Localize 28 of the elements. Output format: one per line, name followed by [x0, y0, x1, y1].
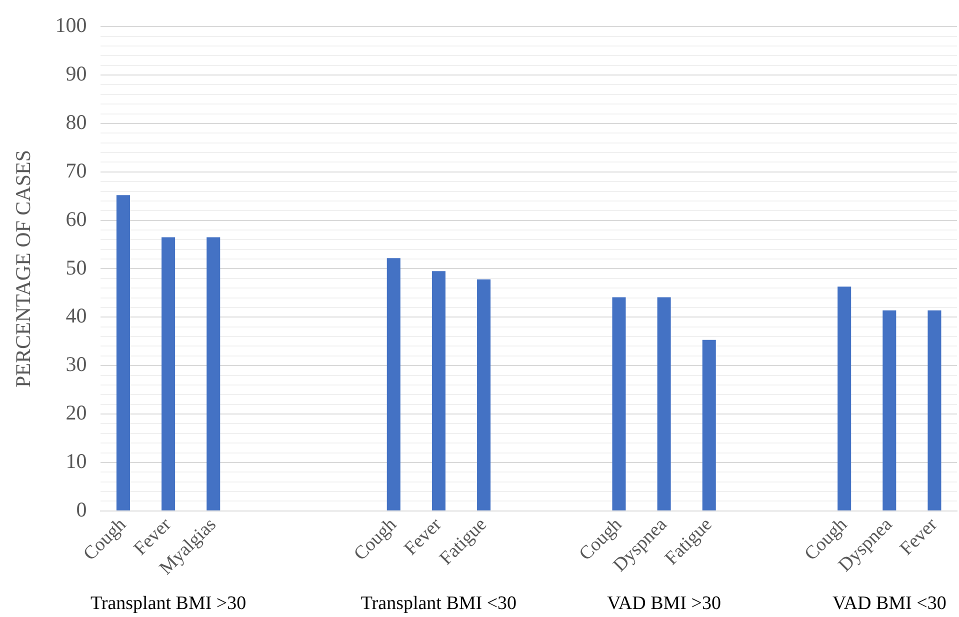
y-axis-title: PERCENTAGE OF CASES: [11, 150, 36, 388]
bar: [206, 237, 220, 510]
y-tick-label: 40: [66, 304, 87, 328]
bar: [612, 297, 626, 510]
y-tick-label: 10: [66, 448, 87, 473]
y-tick-label: 90: [66, 62, 87, 86]
text: VAD BMI >30: [607, 593, 721, 614]
bar: [116, 195, 130, 510]
y-tick-label: 30: [66, 352, 87, 376]
y-tick-label: 70: [66, 158, 87, 182]
bar: [432, 271, 446, 510]
text: Transplant BMI <30: [360, 593, 517, 614]
bar: [657, 297, 671, 510]
y-tick-label: 80: [66, 110, 87, 134]
bar: [882, 310, 896, 510]
y-tick-label: 100: [55, 13, 87, 38]
text: VAD BMI <30: [832, 593, 946, 614]
bar: [838, 286, 852, 510]
y-tick-label: 0: [76, 497, 87, 522]
bar: [162, 237, 176, 510]
y-tick-label: 50: [66, 255, 87, 280]
y-tick-label: 20: [66, 400, 87, 425]
bar: [928, 310, 942, 510]
bar: [477, 279, 491, 510]
bar: [386, 258, 400, 510]
text: Transplant BMI >30: [90, 593, 246, 614]
bar: [702, 340, 716, 510]
y-tick-label: 60: [66, 206, 87, 231]
